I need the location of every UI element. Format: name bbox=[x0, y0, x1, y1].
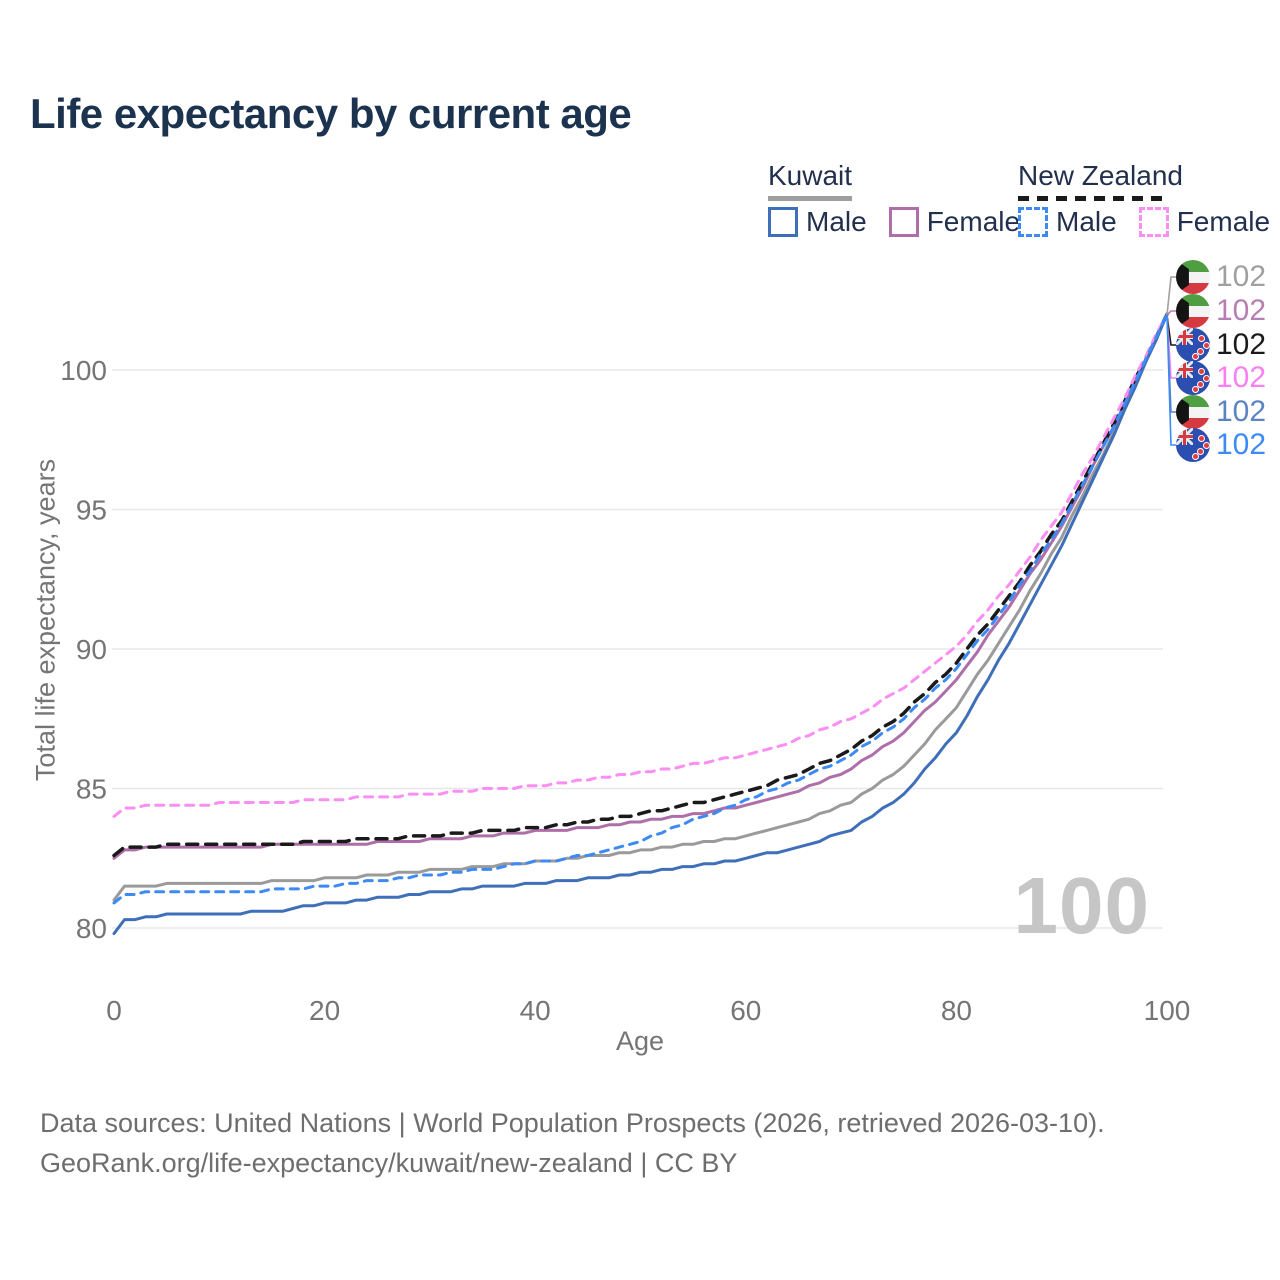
y-tick-label-95: 95 bbox=[76, 495, 107, 526]
legend-item-nz-female[interactable]: Female bbox=[1138, 206, 1271, 238]
y-tick-label-90: 90 bbox=[76, 634, 107, 665]
legend-item-kuwait-male-label[interactable]: Male bbox=[806, 206, 867, 237]
y-axis-title: Total life expectancy, years bbox=[30, 458, 61, 782]
legend-item-nz-male-label[interactable]: Male bbox=[1056, 206, 1117, 237]
end-label-connector-1 bbox=[1166, 310, 1176, 316]
footer-data-sources: Data sources: United Nations | World Pop… bbox=[40, 1108, 1105, 1138]
end-label-row-kuwait-male: 102 bbox=[1176, 395, 1266, 429]
end-label-value: 102 bbox=[1216, 294, 1267, 327]
end-label-value: 102 bbox=[1216, 328, 1267, 361]
new-zealand-flag-icon bbox=[1176, 328, 1210, 362]
series-line-kuwait-male bbox=[112, 312, 1169, 936]
nz-female-swatch-icon[interactable] bbox=[1138, 207, 1169, 237]
footer-attribution: GeoRank.org/life-expectancy/kuwait/new-z… bbox=[40, 1148, 738, 1178]
series-line-new-zealand-female bbox=[112, 312, 1169, 818]
legend-item-nz-male[interactable]: Male bbox=[1018, 206, 1117, 238]
x-tick-label-0: 0 bbox=[106, 995, 122, 1026]
series-line-new-zealand-total bbox=[112, 312, 1169, 858]
end-label-row-kuwait-female: 102 bbox=[1176, 294, 1266, 328]
x-tick-label-80: 80 bbox=[941, 995, 972, 1026]
legend-group-kuwait-name: Kuwait bbox=[768, 160, 853, 191]
end-label-row-new-zealand-female: 102 bbox=[1176, 361, 1266, 395]
x-tick-label-40: 40 bbox=[520, 995, 551, 1026]
y-tick-label-80: 80 bbox=[76, 913, 107, 944]
new-zealand-flag-icon bbox=[1176, 361, 1210, 395]
x-tick-label-20: 20 bbox=[309, 995, 340, 1026]
kuwait-female-swatch-icon[interactable] bbox=[888, 207, 919, 237]
legend-item-kuwait-female[interactable]: Female bbox=[888, 206, 1021, 238]
page-title: Life expectancy by current age bbox=[30, 90, 632, 137]
legend-group-kuwait: Kuwait Male Female bbox=[768, 160, 1020, 237]
end-label-connector-0 bbox=[1166, 276, 1176, 316]
legend-item-kuwait-female-label[interactable]: Female bbox=[926, 206, 1021, 237]
legend-item-nz-female-label[interactable]: Female bbox=[1176, 206, 1271, 237]
y-tick-label-85: 85 bbox=[76, 774, 107, 805]
end-label-row-kuwait-total: 102 bbox=[1176, 260, 1266, 294]
end-label-connector-5 bbox=[1166, 314, 1176, 446]
series-line-kuwait-total bbox=[112, 312, 1169, 902]
legend-item-kuwait-male[interactable]: Male bbox=[768, 206, 867, 238]
x-tick-label-60: 60 bbox=[730, 995, 761, 1026]
series-line-new-zealand-male bbox=[112, 312, 1169, 905]
legend-new-zealand-line-sample bbox=[1018, 196, 1170, 201]
kuwait-flag-icon bbox=[1176, 395, 1210, 429]
end-label-value: 102 bbox=[1216, 428, 1267, 461]
y-tick-label-100: 100 bbox=[60, 355, 107, 386]
end-label-value: 102 bbox=[1216, 361, 1267, 394]
nz-male-swatch-icon[interactable] bbox=[1018, 207, 1048, 237]
kuwait-male-swatch-icon[interactable] bbox=[768, 207, 798, 237]
end-label-value: 102 bbox=[1216, 395, 1267, 428]
legend-kuwait-line-sample bbox=[768, 196, 852, 201]
end-label-row-new-zealand-total: 102 bbox=[1176, 328, 1266, 362]
legend-group-new-zealand-name: New Zealand bbox=[1018, 160, 1183, 191]
watermark-age-100: 100 bbox=[1013, 861, 1150, 950]
new-zealand-flag-icon bbox=[1176, 428, 1210, 462]
kuwait-flag-icon bbox=[1176, 260, 1210, 294]
end-label-value: 102 bbox=[1216, 260, 1267, 293]
kuwait-flag-icon bbox=[1176, 294, 1210, 328]
x-tick-label-100: 100 bbox=[1144, 995, 1191, 1026]
x-axis-title: Age bbox=[615, 1026, 665, 1056]
end-label-row-new-zealand-male: 102 bbox=[1176, 428, 1266, 462]
legend-group-new-zealand: New Zealand Male Female bbox=[1018, 160, 1270, 237]
